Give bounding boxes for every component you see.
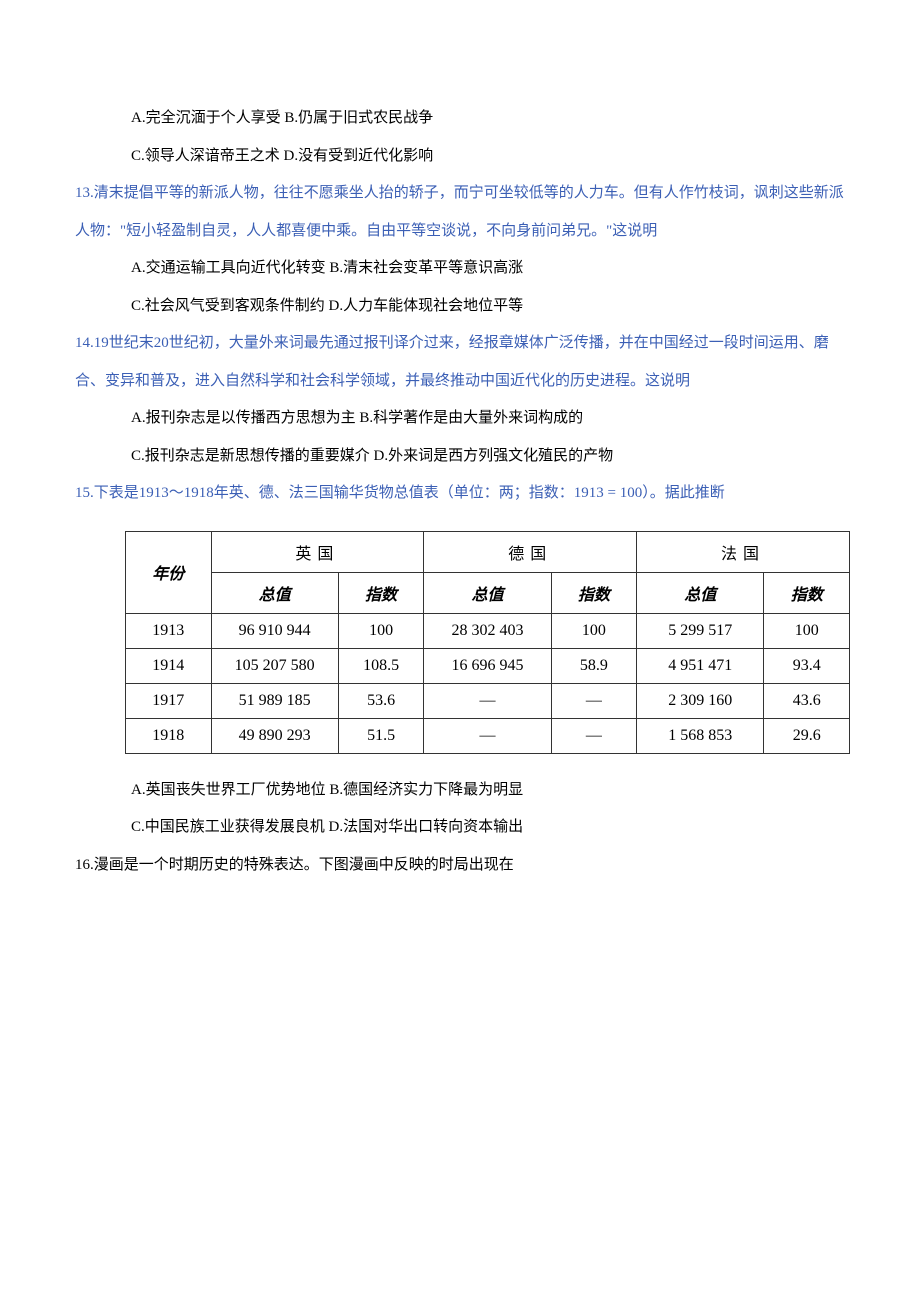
header-uk-index: 指数 xyxy=(338,572,424,613)
cell-de-idx: — xyxy=(551,683,637,718)
table-row: 1914 105 207 580 108.5 16 696 945 58.9 4… xyxy=(126,648,850,683)
cell-fr-idx: 100 xyxy=(764,613,850,648)
cell-de-val: 28 302 403 xyxy=(424,613,551,648)
header-fr-total: 总值 xyxy=(637,572,764,613)
cell-de-val: 16 696 945 xyxy=(424,648,551,683)
question-16: 16.漫画是一个时期历史的特殊表达。下图漫画中反映的时局出现在 xyxy=(75,847,845,885)
cell-year: 1918 xyxy=(126,718,212,753)
q13-stem: 13.清末提倡平等的新派人物，往往不愿乘坐人抬的轿子，而宁可坐较低等的人力车。但… xyxy=(75,175,845,250)
cell-uk-idx: 51.5 xyxy=(338,718,424,753)
cell-year: 1917 xyxy=(126,683,212,718)
cell-uk-val: 96 910 944 xyxy=(211,613,338,648)
cell-de-idx: 58.9 xyxy=(551,648,637,683)
cell-de-idx: 100 xyxy=(551,613,637,648)
question-15: 15.下表是1913～1918年英、德、法三国输华货物总值表（单位：两；指数：1… xyxy=(75,475,845,847)
table-row: 1917 51 989 185 53.6 — — 2 309 160 43.6 xyxy=(126,683,850,718)
cell-uk-idx: 108.5 xyxy=(338,648,424,683)
cell-fr-idx: 93.4 xyxy=(764,648,850,683)
cell-fr-val: 5 299 517 xyxy=(637,613,764,648)
header-uk-total: 总值 xyxy=(211,572,338,613)
q14-option-line-1: A.报刊杂志是以传播西方思想为主 B.科学著作是由大量外来词构成的 xyxy=(75,400,845,438)
cell-de-val: — xyxy=(424,683,551,718)
cell-uk-idx: 53.6 xyxy=(338,683,424,718)
header-fr: 法国 xyxy=(637,531,850,572)
table-header-row-2: 总值 指数 总值 指数 总值 指数 xyxy=(126,572,850,613)
question-14: 14.19世纪末20世纪初，大量外来词最先通过报刊译介过来，经报章媒体广泛传播，… xyxy=(75,325,845,475)
cell-fr-idx: 43.6 xyxy=(764,683,850,718)
cell-uk-val: 105 207 580 xyxy=(211,648,338,683)
cell-year: 1914 xyxy=(126,648,212,683)
cell-year: 1913 xyxy=(126,613,212,648)
table-row: 1918 49 890 293 51.5 — — 1 568 853 29.6 xyxy=(126,718,850,753)
cell-de-idx: — xyxy=(551,718,637,753)
cell-uk-val: 51 989 185 xyxy=(211,683,338,718)
header-uk: 英国 xyxy=(211,531,424,572)
header-year: 年份 xyxy=(126,531,212,613)
q16-stem: 16.漫画是一个时期历史的特殊表达。下图漫画中反映的时局出现在 xyxy=(75,847,845,885)
cell-fr-val: 1 568 853 xyxy=(637,718,764,753)
header-de-total: 总值 xyxy=(424,572,551,613)
table-header-row-1: 年份 英国 德国 法国 xyxy=(126,531,850,572)
cell-fr-val: 2 309 160 xyxy=(637,683,764,718)
header-de: 德国 xyxy=(424,531,637,572)
q15-table-container: 年份 英国 德国 法国 总值 指数 总值 指数 总值 指数 1913 96 91… xyxy=(125,531,845,754)
cell-uk-idx: 100 xyxy=(338,613,424,648)
q15-option-line-1: A.英国丧失世界工厂优势地位 B.德国经济实力下降最为明显 xyxy=(75,772,845,810)
q12-option-line-2: C.领导人深谙帝王之术 D.没有受到近代化影响 xyxy=(75,138,845,176)
cell-de-val: — xyxy=(424,718,551,753)
question-13: 13.清末提倡平等的新派人物，往往不愿乘坐人抬的轿子，而宁可坐较低等的人力车。但… xyxy=(75,175,845,325)
q15-stem: 15.下表是1913～1918年英、德、法三国输华货物总值表（单位：两；指数：1… xyxy=(75,475,845,513)
question-12-options: A.完全沉湎于个人享受 B.仍属于旧式农民战争 C.领导人深谙帝王之术 D.没有… xyxy=(75,100,845,175)
header-de-index: 指数 xyxy=(551,572,637,613)
q15-option-line-2: C.中国民族工业获得发展良机 D.法国对华出口转向资本输出 xyxy=(75,809,845,847)
cell-uk-val: 49 890 293 xyxy=(211,718,338,753)
q13-option-line-1: A.交通运输工具向近代化转变 B.清末社会变革平等意识高涨 xyxy=(75,250,845,288)
cell-fr-val: 4 951 471 xyxy=(637,648,764,683)
q13-option-line-2: C.社会风气受到客观条件制约 D.人力车能体现社会地位平等 xyxy=(75,288,845,326)
header-fr-index: 指数 xyxy=(764,572,850,613)
q14-option-line-2: C.报刊杂志是新思想传播的重要媒介 D.外来词是西方列强文化殖民的产物 xyxy=(75,438,845,476)
q12-option-line-1: A.完全沉湎于个人享受 B.仍属于旧式农民战争 xyxy=(75,100,845,138)
table-row: 1913 96 910 944 100 28 302 403 100 5 299… xyxy=(126,613,850,648)
cell-fr-idx: 29.6 xyxy=(764,718,850,753)
q14-stem: 14.19世纪末20世纪初，大量外来词最先通过报刊译介过来，经报章媒体广泛传播，… xyxy=(75,325,845,400)
q15-data-table: 年份 英国 德国 法国 总值 指数 总值 指数 总值 指数 1913 96 91… xyxy=(125,531,850,754)
